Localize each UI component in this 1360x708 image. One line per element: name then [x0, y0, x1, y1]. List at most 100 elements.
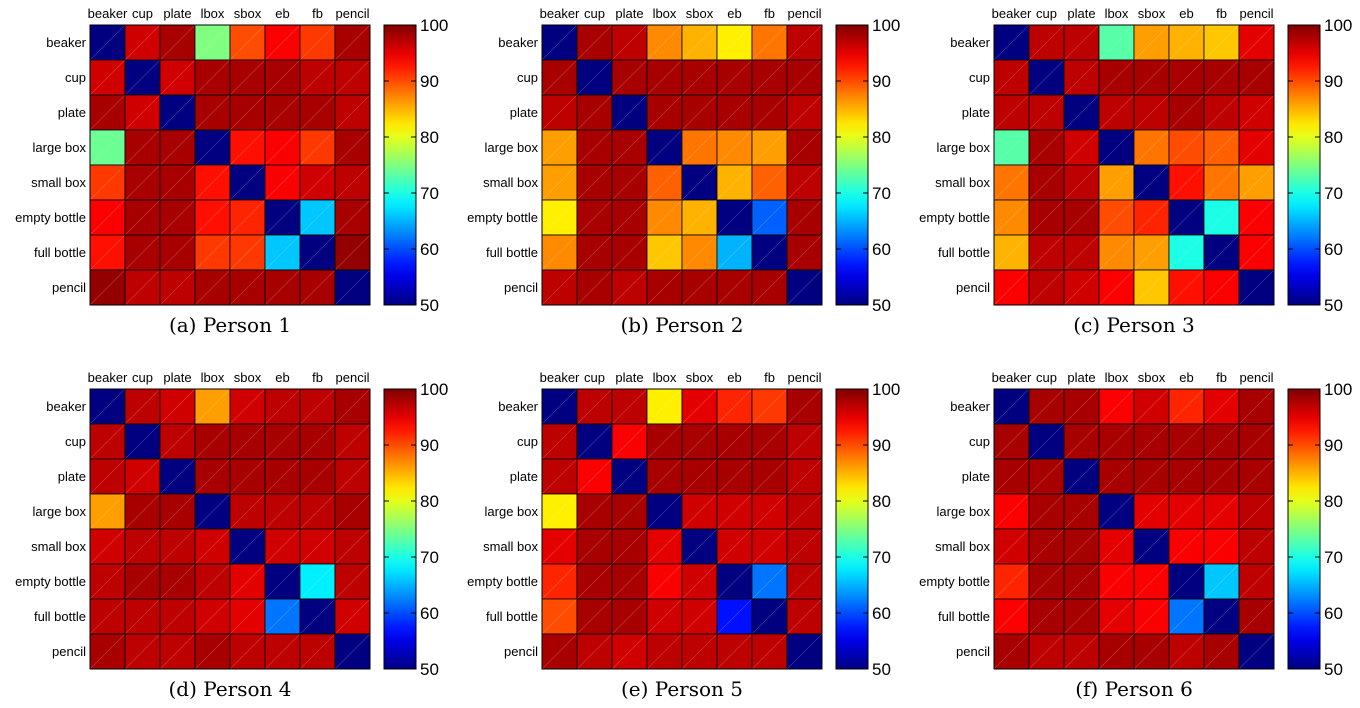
heatmap-cell: [786, 94, 823, 131]
cell-diagonal: [681, 528, 718, 565]
heatmap-cell: [1028, 423, 1065, 460]
cell-diagonal: [1168, 164, 1205, 201]
cell-diagonal: [1098, 493, 1135, 530]
heatmap-cell: [1098, 388, 1135, 425]
cell-diagonal: [1238, 234, 1275, 271]
cell-diagonal: [993, 234, 1030, 271]
heatmap-cell: [1028, 199, 1065, 236]
heatmap-cell: [611, 458, 648, 495]
cell-diagonal: [299, 563, 336, 600]
heatmap-cell: [229, 129, 266, 166]
heatmap-cell: [611, 234, 648, 271]
colorbar-tick-label: 50: [872, 296, 891, 315]
y-tick-label: empty bottle: [15, 210, 86, 225]
heatmap-cell: [159, 199, 196, 236]
heatmap-cell: [541, 458, 578, 495]
cell-diagonal: [124, 94, 161, 131]
heatmap-cell: [299, 633, 336, 670]
cell-diagonal: [716, 94, 753, 131]
x-tick-label: eb: [727, 6, 741, 21]
colorbar: [835, 24, 869, 306]
heatmap-cell: [159, 458, 196, 495]
cell-diagonal: [1133, 129, 1170, 166]
cell-diagonal: [751, 493, 788, 530]
heatmap-cell: [229, 493, 266, 530]
cell-diagonal: [1028, 458, 1065, 495]
heatmap-cell: [681, 94, 718, 131]
cell-diagonal: [1168, 59, 1205, 96]
cell-diagonal: [646, 388, 683, 425]
cell-diagonal: [1168, 598, 1205, 635]
cell-diagonal: [786, 94, 823, 131]
cell-diagonal: [299, 493, 336, 530]
cell-diagonal: [229, 129, 266, 166]
heatmap-cell: [541, 269, 578, 306]
heatmap-cell: [159, 423, 196, 460]
cell-diagonal: [1203, 24, 1240, 61]
heatmap-cell: [299, 59, 336, 96]
cell-diagonal: [299, 528, 336, 565]
cell-diagonal: [751, 423, 788, 460]
cell-diagonal: [1098, 423, 1135, 460]
heatmap-cell: [334, 528, 371, 565]
heatmap-cell: [1063, 234, 1100, 271]
cell-diagonal: [1168, 563, 1205, 600]
cell-diagonal: [716, 458, 753, 495]
cell-diagonal: [1203, 234, 1240, 271]
cell-diagonal: [124, 528, 161, 565]
cell-diagonal: [611, 94, 648, 131]
cell-diagonal: [89, 563, 126, 600]
cell-diagonal: [1028, 94, 1065, 131]
heatmap-cell: [159, 24, 196, 61]
cell-diagonal: [1168, 129, 1205, 166]
cell-diagonal: [159, 59, 196, 96]
heatmap-cell: [1028, 269, 1065, 306]
heatmap-cell: [1203, 199, 1240, 236]
cell-diagonal: [264, 598, 301, 635]
cell-diagonal: [1028, 388, 1065, 425]
heatmap-cell: [194, 388, 231, 425]
heatmap-cell: [1098, 164, 1135, 201]
cell-diagonal: [646, 94, 683, 131]
heatmap-cell: [334, 598, 371, 635]
cell-diagonal: [786, 598, 823, 635]
cell-diagonal: [1168, 423, 1205, 460]
heatmap-cell: [1028, 24, 1065, 61]
x-tick-label: lbox: [201, 370, 225, 385]
colorbar-tick-label: 80: [1324, 492, 1343, 511]
heatmap-cell: [194, 563, 231, 600]
cell-diagonal: [229, 423, 266, 460]
y-tick-label: small box: [483, 539, 538, 554]
heatmap-cell: [1063, 129, 1100, 166]
heatmap-cell: [159, 633, 196, 670]
colorbar-tick-label: 70: [420, 184, 439, 203]
heatmap-cell: [1238, 493, 1275, 530]
heatmap-cell: [1098, 528, 1135, 565]
y-tick-label: large box: [485, 504, 539, 519]
cell-diagonal: [786, 423, 823, 460]
heatmap-cell: [334, 234, 371, 271]
heatmap-cell: [229, 199, 266, 236]
cell-diagonal: [681, 234, 718, 271]
y-tick-label: cup: [969, 70, 990, 85]
cell-diagonal: [194, 164, 231, 201]
colorbar: [383, 24, 417, 306]
cell-diagonal: [159, 633, 196, 670]
cell-diagonal: [681, 24, 718, 61]
colorbar: [383, 388, 417, 670]
heatmap-cell: [264, 528, 301, 565]
cell-diagonal: [1203, 598, 1240, 635]
heatmap-cell: [159, 234, 196, 271]
cell-diagonal: [1168, 458, 1205, 495]
cell-diagonal: [124, 458, 161, 495]
cell-diagonal: [611, 528, 648, 565]
heatmap-cell: [751, 59, 788, 96]
cell-diagonal: [611, 199, 648, 236]
cell-diagonal: [229, 458, 266, 495]
cell-diagonal: [1168, 388, 1205, 425]
heatmap-cell: [1238, 24, 1275, 61]
y-tick-label: plate: [510, 469, 538, 484]
heatmap-cell: [786, 24, 823, 61]
heatmap-cell: [1028, 164, 1065, 201]
cell-diagonal: [1238, 129, 1275, 166]
